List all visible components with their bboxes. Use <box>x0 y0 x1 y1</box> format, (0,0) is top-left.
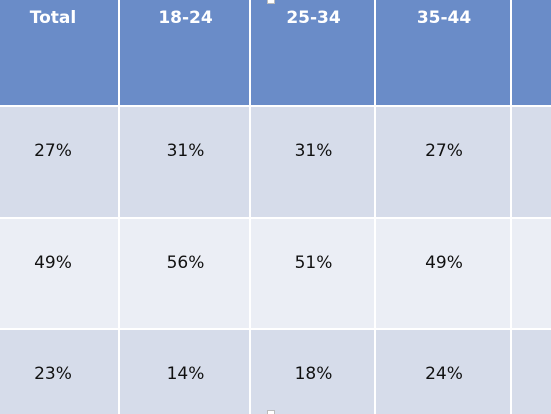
table-cell <box>120 330 251 414</box>
header-cell <box>120 0 251 107</box>
table-cell <box>251 107 376 219</box>
table-cell <box>512 107 551 219</box>
cell-value: 56% <box>166 253 205 273</box>
cell-value: 31% <box>294 141 333 161</box>
header-cell <box>376 0 512 107</box>
cell-value: 23% <box>34 364 72 384</box>
table-cell <box>0 107 120 219</box>
header-cell <box>512 0 551 107</box>
column-header: 35-44 <box>416 8 472 28</box>
cell-value: 27% <box>34 141 72 161</box>
table-cell <box>512 219 551 330</box>
cell-value: 49% <box>34 253 72 273</box>
cell-value: 18% <box>294 364 333 384</box>
table-cell <box>251 330 376 414</box>
table-cell <box>0 219 120 330</box>
cell-value: 49% <box>425 253 463 273</box>
table-cell <box>512 330 551 414</box>
resize-handle <box>267 0 275 4</box>
column-header: 18-24 <box>158 8 213 28</box>
cell-value: 14% <box>166 364 205 384</box>
cell-value: 24% <box>425 364 463 384</box>
table-cell <box>120 219 251 330</box>
header-cell <box>0 0 120 107</box>
table-cell <box>120 107 251 219</box>
cell-value: 51% <box>294 253 333 273</box>
resize-handle <box>267 410 275 414</box>
column-header: 25-34 <box>286 8 341 28</box>
table-cell <box>376 330 512 414</box>
column-header: Total <box>29 8 77 28</box>
table-cell <box>251 219 376 330</box>
header-cell <box>251 0 376 107</box>
table-cell <box>376 219 512 330</box>
table-cell <box>376 107 512 219</box>
cell-value: 27% <box>425 141 463 161</box>
cell-value: 31% <box>166 141 205 161</box>
table-cell <box>0 330 120 414</box>
